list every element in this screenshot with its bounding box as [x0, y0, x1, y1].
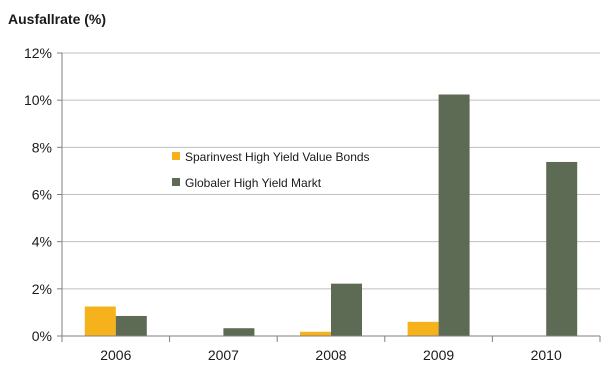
x-tick-label: 2008 — [315, 347, 346, 363]
bar-sparinvest-2008 — [300, 331, 331, 336]
grid-lines — [62, 52, 600, 290]
x-tick-labels: 2006 2007 2008 2009 2010 — [100, 347, 562, 363]
bar-global-market-2007 — [223, 328, 255, 336]
y-tick-label: 6% — [32, 187, 52, 203]
y-tick-label: 10% — [24, 92, 52, 108]
bar-global-market-2006 — [115, 315, 147, 336]
axes — [57, 52, 601, 342]
bar-sparinvest-2006 — [84, 306, 116, 336]
bar-global-market-2008 — [331, 283, 362, 336]
bar-sparinvest-2009 — [407, 321, 439, 336]
bar-global-market-2010 — [546, 161, 578, 336]
x-tick-label: 2006 — [100, 347, 131, 363]
y-tick-label: 4% — [32, 234, 52, 250]
y-tick-label: 8% — [32, 139, 52, 155]
legend-label-sparinvest: Sparinvest High Yield Value Bonds — [185, 150, 370, 164]
bar-global-market-2009 — [438, 94, 470, 336]
x-tick-label: 2010 — [531, 347, 562, 363]
y-tick-labels: 0% 2% 4% 6% 8% 10% 12% — [24, 45, 52, 344]
y-tick-label: 2% — [32, 281, 52, 297]
y-tick-label: 0% — [32, 328, 52, 344]
x-tick-label: 2009 — [423, 347, 454, 363]
legend-label-global-market: Globaler High Yield Markt — [185, 176, 322, 190]
bars — [84, 94, 578, 336]
y-axis-title: Ausfallrate (%) — [8, 11, 106, 27]
legend-swatch-global-market — [172, 178, 180, 186]
legend: Sparinvest High Yield Value Bonds Globale… — [172, 150, 370, 190]
y-tick-label: 12% — [24, 45, 52, 61]
x-tick-label: 2007 — [208, 347, 239, 363]
legend-swatch-sparinvest — [172, 152, 180, 160]
